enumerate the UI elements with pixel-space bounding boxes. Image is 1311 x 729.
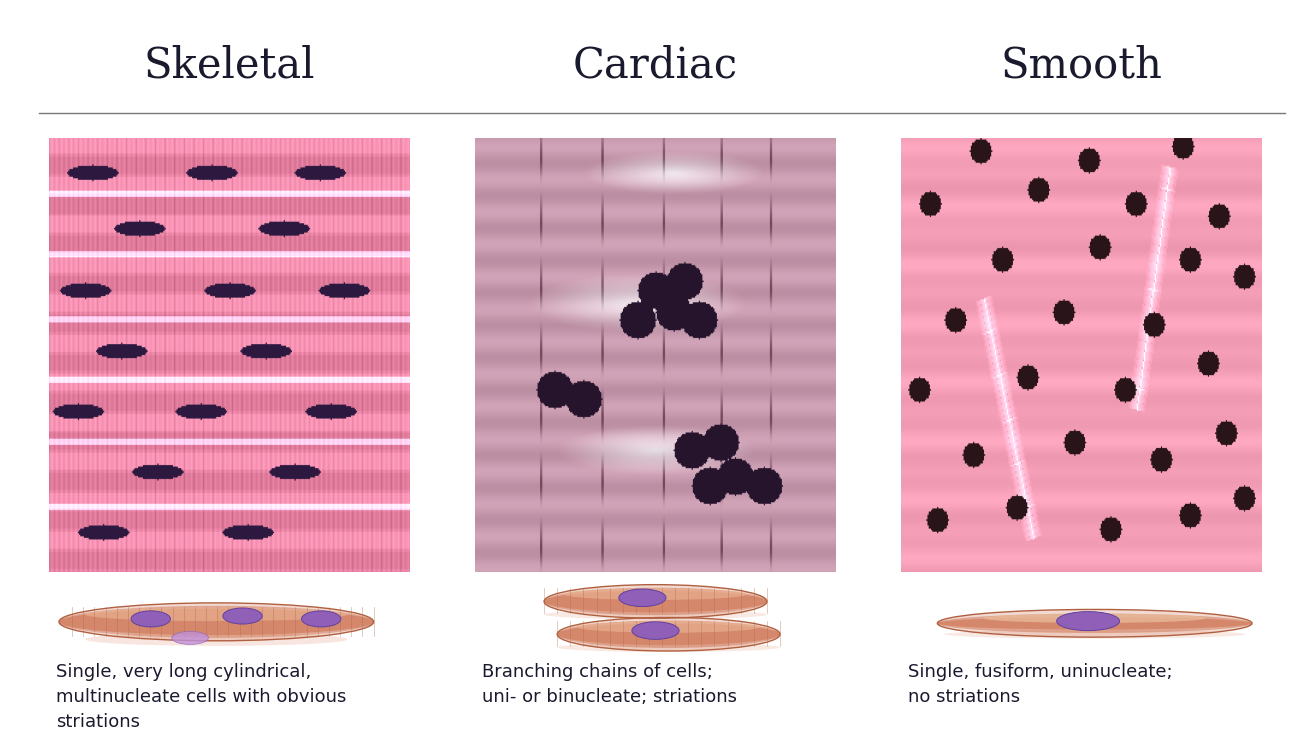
Ellipse shape: [619, 589, 666, 607]
Ellipse shape: [59, 606, 374, 638]
Ellipse shape: [85, 608, 347, 621]
Ellipse shape: [937, 609, 1252, 637]
Text: Cardiac: Cardiac: [573, 44, 738, 87]
Ellipse shape: [544, 609, 767, 620]
Ellipse shape: [577, 621, 760, 633]
Ellipse shape: [544, 585, 767, 618]
Ellipse shape: [944, 630, 1245, 639]
Ellipse shape: [564, 588, 747, 600]
Ellipse shape: [983, 614, 1206, 623]
Text: Skeletal: Skeletal: [144, 44, 315, 87]
Text: Single, very long cylindrical,
multinucleate cells with obvious
striations: Single, very long cylindrical, multinucl…: [55, 663, 346, 729]
Ellipse shape: [937, 617, 1252, 630]
Ellipse shape: [131, 611, 170, 627]
Ellipse shape: [302, 611, 341, 627]
Ellipse shape: [59, 609, 374, 635]
Ellipse shape: [1057, 612, 1120, 631]
Ellipse shape: [544, 588, 767, 615]
Text: Smooth: Smooth: [1000, 44, 1163, 87]
Ellipse shape: [172, 631, 208, 644]
Text: Single, fusiform, uninucleate;
no striations: Single, fusiform, uninucleate; no striat…: [907, 663, 1172, 706]
Ellipse shape: [557, 623, 780, 645]
Ellipse shape: [544, 590, 767, 612]
Ellipse shape: [85, 633, 347, 646]
Ellipse shape: [632, 622, 679, 639]
Text: Branching chains of cells;
uni- or binucleate; striations: Branching chains of cells; uni- or binuc…: [482, 663, 737, 706]
Ellipse shape: [937, 614, 1252, 633]
Ellipse shape: [223, 608, 262, 624]
Ellipse shape: [557, 617, 780, 651]
Ellipse shape: [557, 620, 780, 648]
Ellipse shape: [557, 643, 780, 652]
Ellipse shape: [59, 603, 374, 641]
